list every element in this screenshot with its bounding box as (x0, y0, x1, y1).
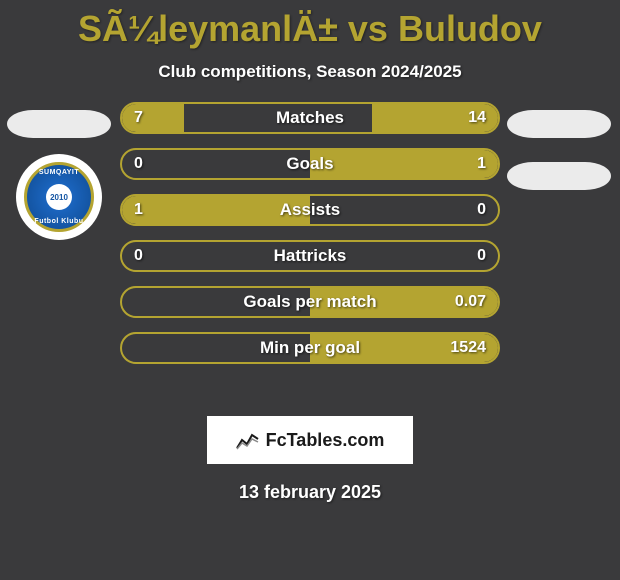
stat-value-right: 0.07 (455, 293, 486, 311)
left-player-column: SUMQAYIT 2010 Futbol Klubu (4, 110, 114, 240)
stat-label: Hattricks (122, 246, 498, 266)
stat-label: Goals per match (122, 292, 498, 312)
right-player-column (504, 110, 614, 190)
left-nation-badge (7, 110, 111, 138)
stat-value-right: 0 (477, 201, 486, 219)
stat-value-right: 0 (477, 247, 486, 265)
branding-banner[interactable]: FcTables.com (207, 416, 413, 464)
stat-value-right: 14 (468, 109, 486, 127)
right-second-badge (507, 162, 611, 190)
left-club-badge: SUMQAYIT 2010 Futbol Klubu (16, 154, 102, 240)
stat-label: Assists (122, 200, 498, 220)
stat-row: Assists1 0 (120, 194, 500, 226)
stat-bars: Matches714Goals01Assists10Hattricks00Goa… (120, 102, 500, 364)
club-name-bottom: Futbol Klubu (34, 218, 83, 225)
stat-value-left: 0 (134, 247, 143, 265)
stat-value-right: 1524 (450, 339, 486, 357)
stat-row: Matches7 14 (120, 102, 500, 134)
club-year: 2010 (46, 184, 72, 210)
stat-value-left: 7 (134, 109, 143, 127)
stat-label: Min per goal (122, 338, 498, 358)
stat-row: Goals0 1 (120, 148, 500, 180)
stat-value-right: 1 (477, 155, 486, 173)
stat-label: Matches (122, 108, 498, 128)
stat-label: Goals (122, 154, 498, 174)
stat-row: Goals per match0.07 (120, 286, 500, 318)
page-title: SÃ¼leymanlÄ± vs Buludov (0, 0, 620, 50)
fctables-logo-icon (236, 430, 260, 450)
club-name-top: SUMQAYIT (39, 169, 79, 176)
branding-text: FcTables.com (266, 430, 385, 451)
stat-value-left: 0 (134, 155, 143, 173)
right-nation-badge (507, 110, 611, 138)
stat-value-left: 1 (134, 201, 143, 219)
comparison-layout: SUMQAYIT 2010 Futbol Klubu Matches7 14 Goa… (0, 110, 620, 400)
stat-row: Min per goal1524 (120, 332, 500, 364)
stat-row: Hattricks0 0 (120, 240, 500, 272)
page-subtitle: Club competitions, Season 2024/2025 (0, 62, 620, 82)
left-club-inner: SUMQAYIT 2010 Futbol Klubu (24, 162, 94, 232)
date-label: 13 february 2025 (0, 482, 620, 503)
